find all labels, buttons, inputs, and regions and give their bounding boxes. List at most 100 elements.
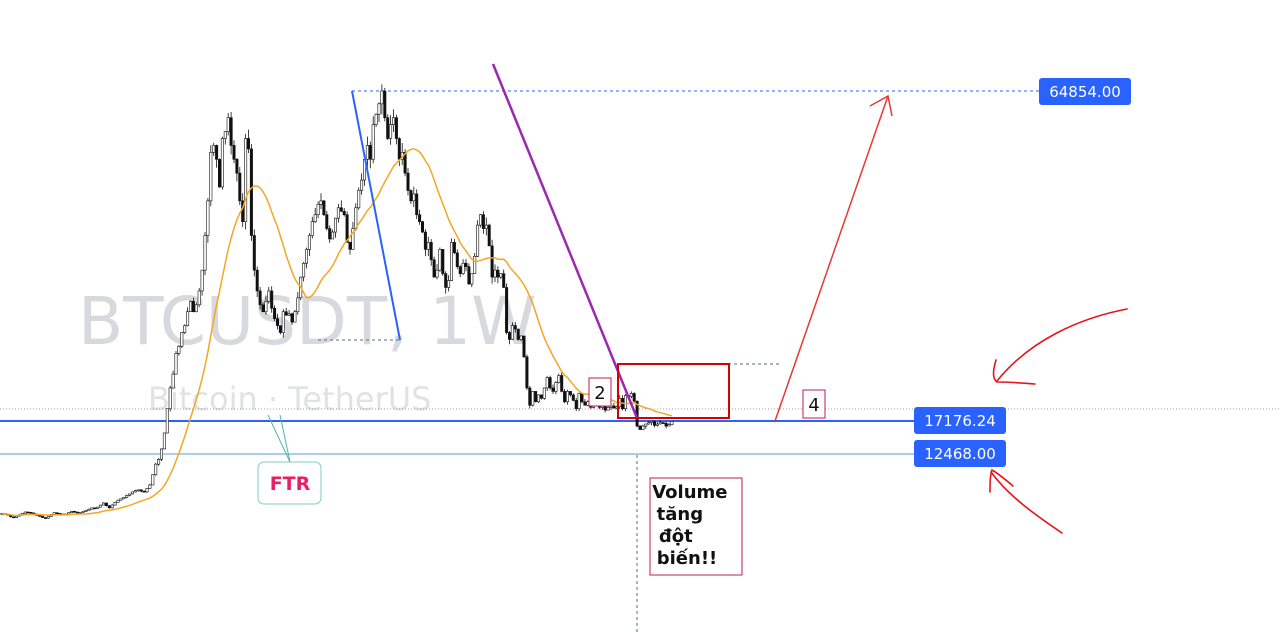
candle-body	[180, 332, 184, 347]
candle-body	[23, 511, 27, 514]
candle-body	[365, 145, 369, 160]
candle-body	[258, 290, 262, 306]
candle-body	[455, 252, 459, 267]
candle-body	[96, 506, 100, 509]
candle-body	[325, 214, 329, 229]
candle-body	[328, 228, 332, 240]
candle-body	[249, 148, 253, 236]
candle-body	[90, 507, 94, 510]
volume-note[interactable]: Volume tăng đột biến!!	[649, 477, 743, 576]
candle-body	[342, 210, 346, 216]
candle-body	[255, 269, 259, 292]
candle-body	[310, 221, 314, 236]
candle-body	[206, 200, 210, 236]
candle-body	[565, 391, 569, 403]
candle-body	[583, 401, 587, 406]
candle-body	[284, 311, 288, 316]
candle-body	[449, 242, 453, 281]
candle-body	[522, 335, 526, 358]
purple-trend-line[interactable]	[491, 63, 639, 419]
candle-body	[220, 138, 224, 188]
candle-body	[667, 424, 671, 427]
candle-body	[290, 313, 294, 323]
candle-body	[307, 235, 311, 250]
candle-body	[12, 516, 16, 519]
price-tag-64854-text: 64854.00	[1049, 83, 1121, 101]
price-tag-12468[interactable]: 12468.00	[914, 440, 1006, 467]
price-tag-64854[interactable]: 64854.00	[1039, 78, 1131, 105]
candle-body	[116, 499, 120, 503]
candle-body	[664, 422, 668, 427]
candle-body	[548, 377, 552, 389]
price-tag-17176[interactable]: 17176.24	[914, 407, 1006, 434]
candle-body	[191, 301, 195, 313]
candle-body	[493, 269, 497, 278]
candle-body	[136, 489, 140, 492]
symbol-watermark: BTCUSDT, 1W	[78, 283, 536, 360]
candle-body	[26, 511, 30, 514]
candle-body	[391, 117, 395, 125]
consolidation-box[interactable]	[617, 363, 730, 419]
candle-body	[229, 117, 233, 146]
candle-body	[629, 393, 633, 397]
candle-body	[333, 217, 337, 233]
candle-body	[304, 249, 308, 264]
candle-body	[389, 124, 393, 139]
candle-body	[38, 515, 42, 517]
candle-body	[81, 510, 85, 513]
candle-body	[415, 193, 419, 216]
candle-body	[539, 394, 543, 399]
candle-body	[46, 516, 50, 519]
candle-body	[383, 90, 387, 119]
candle-body	[232, 145, 236, 160]
candle-body	[545, 377, 549, 389]
candle-body	[638, 425, 642, 430]
candle-body	[447, 280, 451, 288]
candle-body	[177, 346, 181, 354]
candle-body	[580, 393, 584, 403]
candle-body	[441, 249, 445, 274]
candle-body	[264, 301, 268, 313]
candle-body	[226, 117, 230, 132]
candle-body	[371, 124, 375, 160]
candle-body	[41, 515, 45, 518]
candle-body	[403, 152, 407, 174]
blue-trend-line[interactable]	[351, 90, 401, 341]
candle-body	[70, 510, 74, 513]
candle-body	[655, 423, 659, 426]
candle-body	[412, 193, 416, 202]
candle-body	[345, 214, 349, 243]
candle-body	[122, 497, 126, 500]
label-4-text: 4	[808, 395, 819, 416]
candle-body	[563, 391, 567, 403]
candle-body	[438, 249, 442, 271]
projection-arrow[interactable]	[774, 94, 893, 422]
candle-body	[197, 290, 201, 306]
candle-body	[281, 311, 285, 333]
label-2[interactable]: 2	[588, 377, 612, 407]
subtitle-watermark: Bitcoin · TetherUS	[148, 380, 431, 418]
candle-body	[319, 200, 323, 205]
label-4[interactable]: 4	[802, 389, 826, 419]
candle-body	[481, 214, 485, 229]
candle-body	[531, 391, 535, 406]
candle-body	[490, 245, 494, 278]
candle-body	[525, 356, 529, 389]
candle-body	[15, 515, 19, 518]
candle-body	[354, 207, 358, 229]
candle-body	[496, 269, 500, 278]
ftr-label[interactable]: FTR	[257, 414, 322, 505]
candle-body	[247, 138, 251, 150]
candle-body	[502, 273, 506, 288]
label-2-text: 2	[594, 383, 605, 404]
candle-body	[168, 387, 172, 410]
candle-body	[73, 510, 77, 513]
candle-body	[612, 405, 616, 409]
candle-body	[484, 224, 488, 229]
candle-body	[351, 228, 355, 250]
candle-body	[302, 262, 306, 278]
candle-body	[670, 421, 674, 425]
candle-body	[406, 172, 410, 191]
candle-body	[641, 425, 645, 430]
